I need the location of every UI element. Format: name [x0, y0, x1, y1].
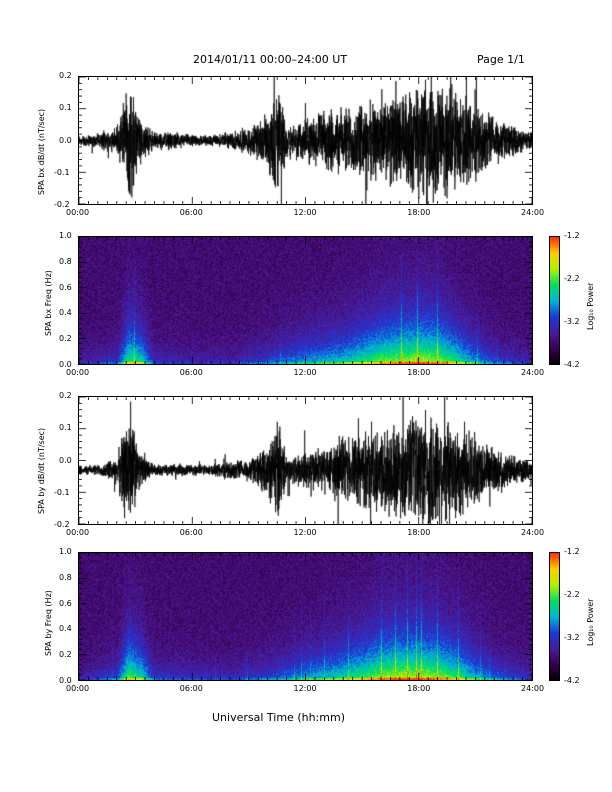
spectrogram-image	[79, 237, 532, 364]
x-tick-label: 00:00	[66, 208, 90, 217]
y-tick-label: 0.1	[59, 103, 72, 113]
colorbar-gradient	[550, 553, 559, 680]
y-tick-label: 0.2	[59, 650, 72, 660]
x-tick-label: 06:00	[179, 528, 203, 537]
x-tick-label: 18:00	[407, 368, 431, 377]
y-tick-label: 0.4	[59, 624, 72, 634]
y-tick-label: 0.6	[59, 282, 72, 292]
y-tick-label: 0.2	[59, 334, 72, 344]
x-tick-label: 12:00	[293, 208, 317, 217]
by-spectrogram-ylabel: SPA by Freq (Hz)	[44, 590, 53, 656]
y-tick-label: -0.2	[54, 200, 70, 209]
y-tick-label: 0.0	[59, 135, 72, 145]
y-tick-label: 0.2	[59, 391, 72, 400]
x-tick-label: 24:00	[521, 528, 545, 537]
colorbar-gradient	[550, 237, 559, 364]
x-tick-label: 00:00	[66, 684, 90, 693]
waveform-trace	[79, 397, 532, 524]
x-tick-label: 06:00	[179, 208, 203, 217]
x-tick-label: 24:00	[521, 208, 545, 217]
y-tick-label: 0.4	[59, 308, 72, 318]
colorbar-tick-label: -3.2	[564, 633, 580, 642]
y-tick-label: 0.0	[59, 676, 72, 685]
bx-colorbar-title: Log₁₀ Power	[586, 282, 595, 330]
axis-ticks	[79, 77, 533, 205]
bx-waveform-plot	[78, 76, 533, 205]
y-tick-label: 0.2	[59, 71, 72, 80]
x-tick-label: 12:00	[293, 528, 317, 537]
y-tick-label: 1.0	[59, 231, 72, 240]
y-tick-label: 0.8	[59, 256, 72, 266]
by-spectrogram-plot	[78, 552, 533, 681]
bx-waveform-ylabel: SPA bx dB/dt (nT/sec)	[37, 108, 46, 195]
x-tick-label: 18:00	[407, 684, 431, 693]
y-tick-label: -0.1	[54, 487, 70, 497]
axis-ticks	[79, 553, 533, 681]
by-waveform-plot	[78, 396, 533, 525]
x-tick-label: 00:00	[66, 528, 90, 537]
colorbar-tick-label: -4.2	[564, 360, 580, 369]
bx-spectrogram-ylabel: SPA bx Freq (Hz)	[44, 270, 53, 336]
y-tick-label: 0.0	[59, 455, 72, 465]
page-title: 2014/01/11 00:00–24:00 UT	[193, 53, 348, 66]
spectrogram-image	[79, 553, 532, 680]
y-tick-label: -0.1	[54, 167, 70, 177]
x-tick-label: 06:00	[179, 684, 203, 693]
page-number: Page 1/1	[477, 53, 525, 66]
colorbar-tick-label: -1.2	[564, 547, 580, 556]
y-tick-label: 0.0	[59, 360, 72, 369]
waveform-trace	[79, 77, 532, 204]
x-tick-label: 00:00	[66, 368, 90, 377]
axis-ticks	[79, 397, 533, 525]
x-tick-label: 06:00	[179, 368, 203, 377]
bx-colorbar	[549, 236, 560, 365]
colorbar-tick-label: -2.2	[564, 274, 580, 283]
by-colorbar	[549, 552, 560, 681]
colorbar-tick-label: -1.2	[564, 231, 580, 240]
x-tick-label: 18:00	[407, 528, 431, 537]
bx-spectrogram-plot	[78, 236, 533, 365]
colorbar-tick-label: -2.2	[564, 590, 580, 599]
y-tick-label: -0.2	[54, 520, 70, 529]
y-tick-label: 1.0	[59, 547, 72, 556]
x-axis-title: Universal Time (hh:mm)	[212, 711, 345, 724]
by-colorbar-title: Log₁₀ Power	[586, 598, 595, 646]
x-tick-label: 24:00	[521, 368, 545, 377]
y-tick-label: 0.8	[59, 572, 72, 582]
by-waveform-ylabel: SPA by dB/dt (nT/sec)	[37, 427, 46, 514]
axis-ticks	[79, 237, 533, 365]
x-tick-label: 24:00	[521, 684, 545, 693]
y-tick-label: 0.6	[59, 598, 72, 608]
x-tick-label: 12:00	[293, 368, 317, 377]
colorbar-tick-label: -3.2	[564, 317, 580, 326]
y-tick-label: 0.1	[59, 423, 72, 433]
x-tick-label: 12:00	[293, 684, 317, 693]
x-tick-label: 18:00	[407, 208, 431, 217]
colorbar-tick-label: -4.2	[564, 676, 580, 685]
